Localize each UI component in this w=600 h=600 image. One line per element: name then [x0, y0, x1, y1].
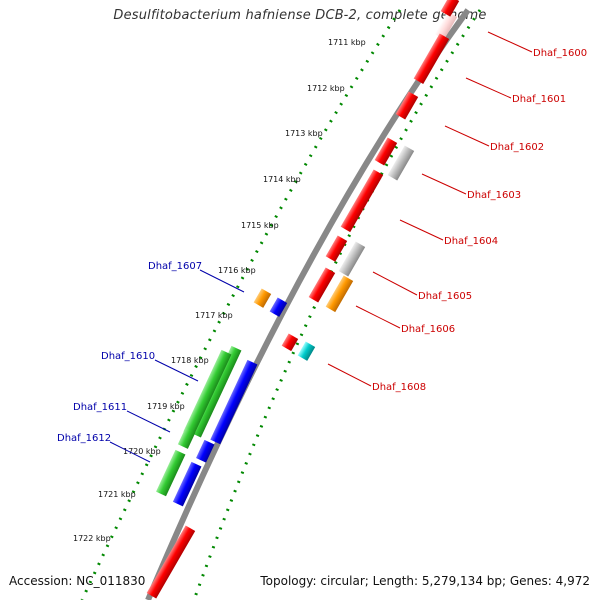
dotted-track-inner [80, 9, 402, 600]
gene-label-dhaf-1604[interactable]: Dhaf_1604 [444, 236, 498, 247]
gene-dhaf-1605-grey[interactable] [338, 241, 366, 277]
gene-label-dhaf-1611[interactable]: Dhaf_1611 [73, 402, 127, 413]
tick-label: 1715 kbp [241, 221, 279, 230]
gene-label-dhaf-1602[interactable]: Dhaf_1602 [490, 142, 544, 153]
gene-dhaf-1611-blue[interactable] [196, 439, 215, 463]
tick-label: 1721 kbp [98, 490, 136, 499]
tick-label: 1717 kbp [195, 311, 233, 320]
leader-line [372, 271, 418, 296]
leader-line [327, 363, 372, 387]
gene-dhaf-1608[interactable] [297, 341, 316, 361]
gene-dhaf-1612[interactable] [156, 449, 186, 497]
gene-dhaf-1610-b[interactable] [183, 349, 232, 437]
leader-line [421, 173, 467, 195]
leader-line [487, 31, 533, 53]
tick-label: 1719 kbp [147, 402, 185, 411]
gene-label-dhaf-1603[interactable]: Dhaf_1603 [467, 190, 521, 201]
topology-text: Topology: circular; Length: 5,279,134 bp… [260, 574, 590, 588]
leader-line [355, 305, 401, 329]
gene-label-dhaf-1600[interactable]: Dhaf_1600 [533, 48, 587, 59]
leader-line [465, 77, 512, 99]
gene-label-dhaf-1608[interactable]: Dhaf_1608 [372, 382, 426, 393]
tick-label: 1718 kbp [171, 356, 209, 365]
gene-dhaf-1603-grey[interactable] [387, 145, 415, 181]
gene-dhaf-1600[interactable] [440, 0, 460, 17]
gene-pale[interactable] [434, 11, 458, 40]
gene-dhaf-1610-blue[interactable] [210, 359, 258, 445]
gene-dhaf-1604[interactable] [340, 169, 384, 233]
leader-line [154, 359, 199, 382]
gene-dhaf-1607[interactable] [253, 288, 272, 308]
gene-dhaf-1605-red[interactable] [325, 235, 348, 262]
gene-dhaf-1605-red-lower[interactable] [308, 267, 336, 303]
gene-dhaf-1603-red[interactable] [374, 137, 398, 166]
accession-text: Accession: NC_011830 [9, 574, 146, 588]
gene-dhaf-1602[interactable] [395, 91, 419, 120]
gene-dhaf-1612-blue[interactable] [172, 461, 202, 507]
gene-dhaf-1608-red[interactable] [281, 333, 299, 352]
tick-label: 1714 kbp [263, 175, 301, 184]
tick-label: 1711 kbp [328, 38, 366, 47]
tick-label: 1713 kbp [285, 129, 323, 138]
leader-line [199, 269, 245, 293]
leader-line [444, 125, 490, 147]
gene-dhaf-1611[interactable] [177, 427, 196, 449]
gene-dhaf-1606[interactable] [325, 275, 354, 313]
gene-label-dhaf-1612[interactable]: Dhaf_1612 [57, 433, 111, 444]
leader-line [399, 219, 444, 241]
tick-label: 1722 kbp [73, 534, 111, 543]
leader-line [126, 410, 171, 433]
gene-dhaf-1607-blue[interactable] [269, 297, 288, 317]
backbone-circle [145, 8, 471, 600]
gene-label-dhaf-1607[interactable]: Dhaf_1607 [148, 261, 202, 272]
tick-label: 1716 kbp [218, 266, 256, 275]
gene-label-dhaf-1605[interactable]: Dhaf_1605 [418, 291, 472, 302]
tick-label: 1720 kbp [123, 447, 161, 456]
gene-dhaf-1610[interactable] [190, 345, 242, 438]
gene-label-dhaf-1606[interactable]: Dhaf_1606 [401, 324, 455, 335]
leader-line [109, 441, 151, 463]
gene-red-bottom[interactable] [146, 525, 196, 599]
gene-dhaf-1601[interactable] [413, 33, 450, 85]
gene-label-dhaf-1610[interactable]: Dhaf_1610 [101, 351, 155, 362]
tick-label: 1712 kbp [307, 84, 345, 93]
gene-label-dhaf-1601[interactable]: Dhaf_1601 [512, 94, 566, 105]
